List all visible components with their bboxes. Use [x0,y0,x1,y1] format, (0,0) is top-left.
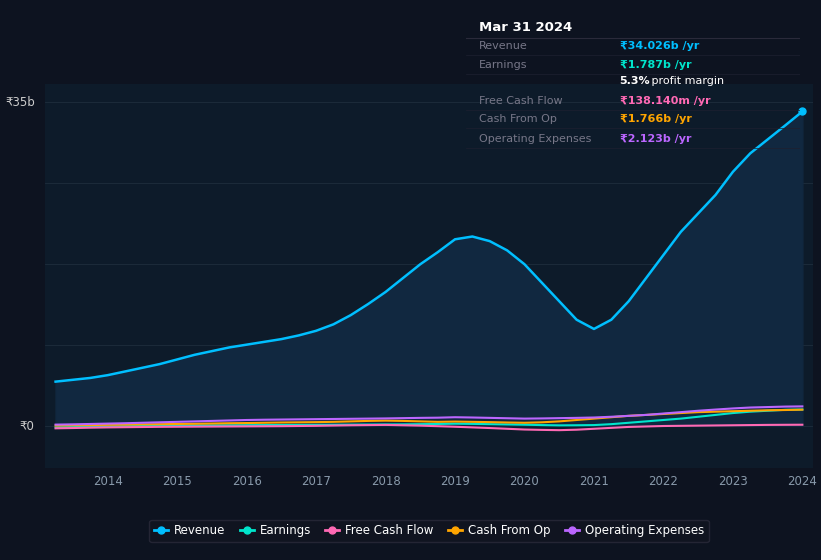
Text: ₹0: ₹0 [20,419,34,432]
Text: ₹1.787b /yr: ₹1.787b /yr [620,60,691,70]
Legend: Revenue, Earnings, Free Cash Flow, Cash From Op, Operating Expenses: Revenue, Earnings, Free Cash Flow, Cash … [149,520,709,542]
Text: Mar 31 2024: Mar 31 2024 [479,21,572,35]
Text: Free Cash Flow: Free Cash Flow [479,96,562,106]
Text: Revenue: Revenue [479,41,528,52]
Text: 5.3%: 5.3% [620,76,650,86]
Text: ₹34.026b /yr: ₹34.026b /yr [620,41,699,52]
Text: ₹138.140m /yr: ₹138.140m /yr [620,96,710,106]
Text: profit margin: profit margin [648,76,724,86]
Text: ₹35b: ₹35b [5,96,34,109]
Text: ₹1.766b /yr: ₹1.766b /yr [620,114,691,124]
Text: ₹2.123b /yr: ₹2.123b /yr [620,134,691,144]
Text: Earnings: Earnings [479,60,527,70]
Text: Operating Expenses: Operating Expenses [479,134,591,144]
Text: Cash From Op: Cash From Op [479,114,557,124]
